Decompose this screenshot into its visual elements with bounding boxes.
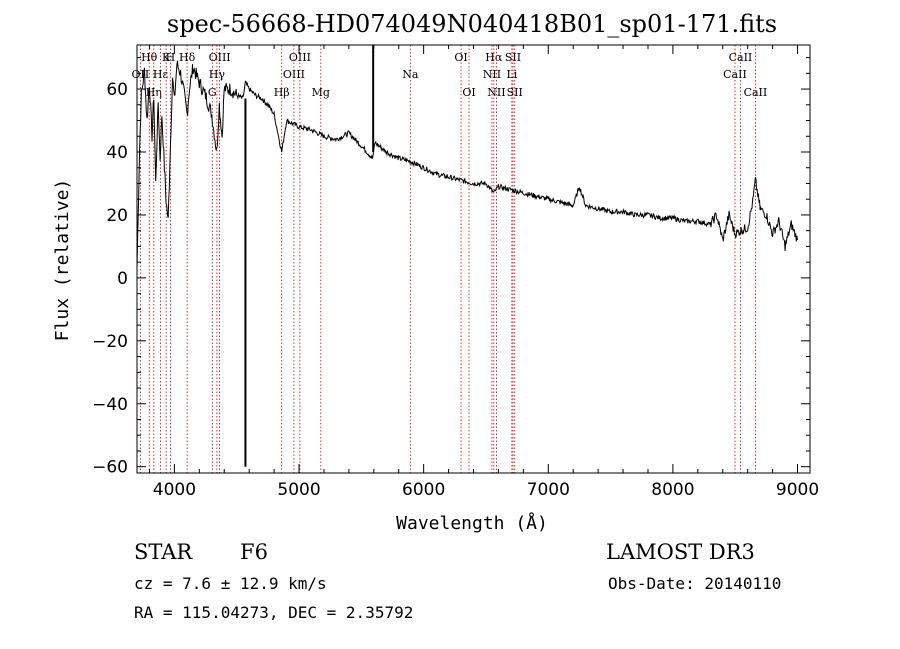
y-tick-label: 40	[106, 143, 128, 163]
emission-line-label: H	[166, 51, 176, 64]
emission-line-label: OI	[462, 86, 475, 99]
x-tick-label: 6000	[402, 480, 445, 500]
emission-line-label: Hβ	[274, 86, 290, 99]
emission-line-label: K	[162, 51, 171, 64]
chart-title: spec-56668-HD074049N040418B01_sp01-171.f…	[167, 10, 777, 38]
emission-line-label: OIII	[283, 68, 305, 81]
emission-line-label: Hδ	[179, 51, 196, 64]
emission-line-label: Li	[506, 68, 517, 81]
obs-date-text: Obs-Date: 20140110	[608, 574, 782, 593]
spectrum-chart: spec-56668-HD074049N040418B01_sp01-171.f…	[52, 10, 819, 534]
emission-line-label: CaII	[744, 86, 768, 99]
redshift-text: cz = 7.6 ± 12.9 km/s	[134, 574, 327, 593]
emission-line-label: SII	[505, 51, 521, 64]
emission-line-label: Hγ	[209, 68, 226, 81]
object-subclass: F6	[240, 540, 268, 564]
y-tick-label: 60	[106, 80, 128, 100]
emission-line-label: OI	[454, 51, 467, 64]
plot-frame	[136, 44, 811, 474]
x-tick-label: 8000	[651, 480, 694, 500]
x-tick-label: 7000	[527, 480, 570, 500]
emission-line-label: OII	[132, 68, 150, 81]
x-tick-label: 9000	[776, 480, 819, 500]
y-tick-label: 0	[117, 269, 128, 289]
emission-line-label: OIII	[289, 51, 311, 64]
axis-ticks: 4000 5000 6000 7000 8000 9000 −60 −40 −20 0 20 40 60	[92, 45, 819, 500]
emission-line-label: Mg	[312, 86, 330, 99]
y-tick-label: −20	[92, 332, 128, 352]
emission-line-label: Hα	[485, 51, 503, 64]
x-tick-label: 4000	[153, 480, 196, 500]
coordinates-text: RA = 115.04273, DEC = 2.35792	[134, 603, 414, 622]
y-axis-title: Flux (relative)	[52, 179, 73, 342]
x-tick-label: 5000	[277, 480, 320, 500]
emission-line-label: Na	[402, 68, 419, 81]
y-tick-label: −60	[92, 458, 128, 478]
object-class: STAR	[134, 540, 193, 564]
emission-line-label: OIII	[209, 51, 231, 64]
emission-line-label: G	[208, 86, 217, 99]
y-tick-label: −40	[92, 395, 128, 415]
emission-line-label: CaII	[723, 68, 747, 81]
spectrum-line	[136, 60, 798, 269]
emission-line-label: CaII	[729, 51, 753, 64]
survey-name: LAMOST DR3	[606, 540, 755, 564]
emission-line-label: NII	[487, 86, 505, 99]
emission-line-label: Hθ	[141, 51, 158, 64]
emission-line-label: Hε	[153, 68, 169, 81]
spectrum-series	[136, 45, 798, 467]
y-tick-label: 20	[106, 206, 128, 226]
x-axis-title: Wavelength (Å)	[396, 512, 548, 534]
emission-line-label: NII	[483, 68, 501, 81]
emission-line-label: SII	[507, 86, 523, 99]
